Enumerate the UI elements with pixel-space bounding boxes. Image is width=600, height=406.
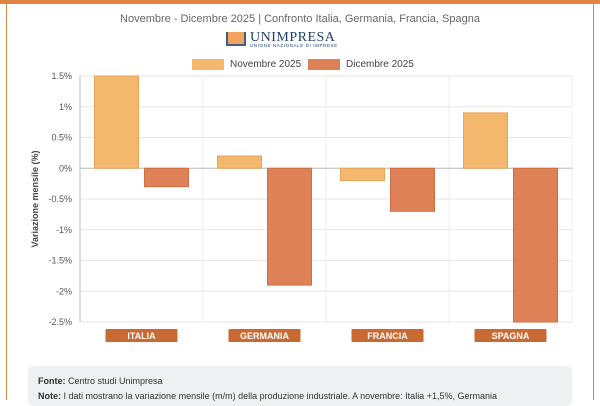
unimpresa-logo: UNIMPRESA UNIONE NAZIONALE DI IMPRESE bbox=[226, 30, 376, 50]
chart-subtitle: Novembre - Dicembre 2025 | Confronto Ita… bbox=[120, 13, 480, 25]
legend-label-nov: Novembre 2025 bbox=[230, 59, 302, 70]
logo-mark-icon bbox=[226, 32, 246, 46]
category-label-bg bbox=[351, 329, 424, 342]
frame-left-border bbox=[6, 0, 7, 400]
y-tick-label: -0.5% bbox=[48, 194, 72, 204]
y-tick-label: -2.5% bbox=[48, 317, 72, 327]
source-line: Fonte: Centro studi Unimpresa bbox=[38, 376, 163, 386]
bar-italia-nov bbox=[94, 75, 139, 169]
note-label: Note: bbox=[38, 391, 61, 401]
legend-swatch-nov bbox=[192, 59, 224, 70]
source-label: Fonte: bbox=[38, 376, 66, 386]
bar-chart: 1.5% 1% 0.5% 0% -0.5% -1% -1.5% -2% -2.5% Variazi… bbox=[30, 71, 573, 342]
bar-francia-dec bbox=[390, 167, 435, 212]
bar-francia-nov bbox=[340, 167, 385, 182]
note-line: Note: I dati mostrano la variazione mens… bbox=[38, 391, 497, 401]
logo-tagline: UNIONE NAZIONALE DI IMPRESE bbox=[250, 43, 338, 48]
note-text: I dati mostrano la variazione mensile (m… bbox=[63, 391, 497, 401]
source-text: Centro studi Unimpresa bbox=[68, 376, 163, 386]
chart-legend: Novembre 2025 Dicembre 2025 bbox=[0, 58, 600, 72]
bar-spagna-nov bbox=[463, 112, 508, 169]
y-tick-label: 1.5% bbox=[51, 71, 72, 81]
category-label: FRANCIA bbox=[367, 331, 408, 341]
frame-right-border bbox=[593, 0, 594, 400]
y-tick-label: -1% bbox=[56, 225, 72, 235]
y-tick-label: -1.5% bbox=[48, 256, 72, 266]
category-label: GERMANIA bbox=[240, 331, 289, 341]
category-label-bg bbox=[474, 329, 547, 342]
bar-italia-dec bbox=[144, 167, 189, 188]
legend-swatch-dec bbox=[308, 59, 340, 70]
top-accent-bar bbox=[0, 0, 600, 4]
y-tick-label: -2% bbox=[56, 286, 72, 296]
bar-germania-dec bbox=[267, 167, 312, 286]
category-label-bg bbox=[228, 329, 301, 342]
y-tick-label: 0% bbox=[59, 163, 72, 173]
category-label: SPAGNA bbox=[492, 331, 530, 341]
bar-germania-nov bbox=[217, 155, 262, 169]
y-tick-label: 0.5% bbox=[51, 133, 72, 143]
bar-spagna-dec bbox=[513, 167, 558, 323]
y-tick-label: 1% bbox=[59, 102, 72, 112]
logo-name: UNIMPRESA bbox=[250, 30, 336, 45]
category-label: ITALIA bbox=[127, 331, 156, 341]
legend-label-dec: Dicembre 2025 bbox=[346, 59, 414, 70]
y-axis-title: Variazione mensile (%) bbox=[30, 150, 40, 247]
category-label-bg bbox=[105, 329, 178, 342]
source-note-box: Fonte: Centro studi Unimpresa Note: I da… bbox=[28, 366, 572, 406]
